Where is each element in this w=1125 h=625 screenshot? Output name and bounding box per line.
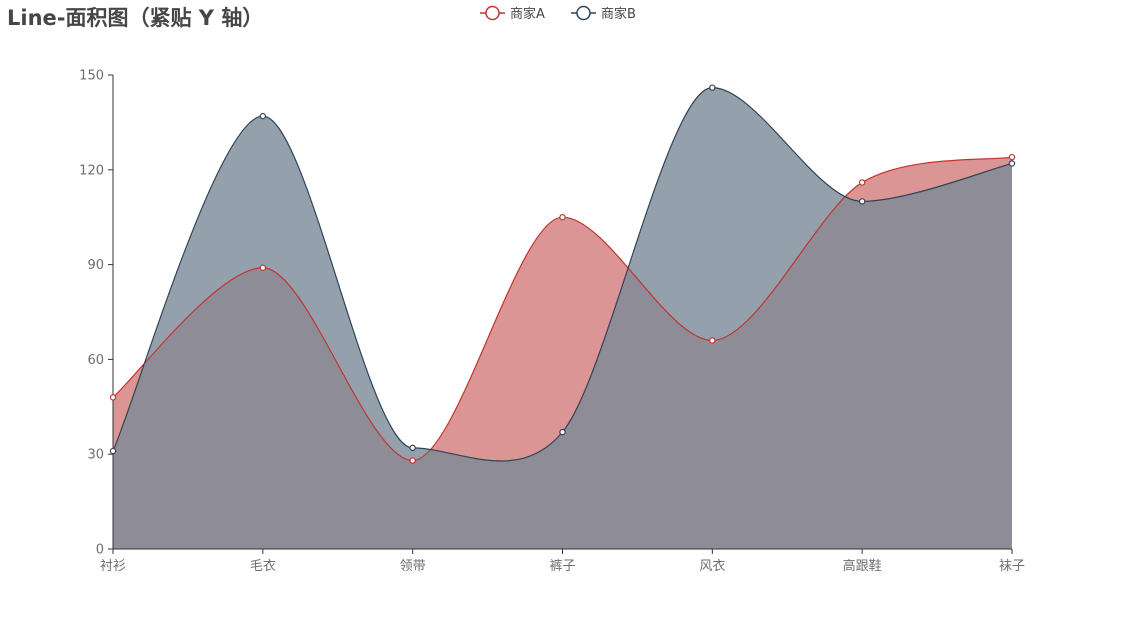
point-layer — [109, 84, 1016, 464]
legend-item-series-a[interactable]: 商家A — [480, 5, 545, 22]
legend-marker-icon — [576, 5, 591, 21]
x-tick-label: 衬衫 — [100, 559, 126, 574]
x-tick-label: 高跟鞋 — [843, 558, 882, 574]
legend-marker-icon — [485, 5, 500, 21]
legend[interactable]: 商家A 商家B — [480, 5, 636, 22]
area-layer — [113, 87, 1012, 549]
x-tick-label: 毛衣 — [250, 558, 276, 574]
legend-item-series-b[interactable]: 商家B — [571, 5, 636, 22]
data-point[interactable] — [559, 213, 566, 221]
data-point[interactable] — [259, 264, 267, 271]
data-point[interactable] — [259, 112, 267, 120]
line-series-b — [112, 87, 1013, 462]
data-point[interactable] — [709, 337, 716, 344]
y-tick-label: 30 — [87, 448, 104, 463]
y-tick-label: 150 — [79, 69, 104, 84]
axes: 0 30 60 90 120 150 衬衫 毛衣 领带 裤子 风衣 高跟鞋 袜子 — [79, 69, 1025, 575]
y-tick-label: 0 — [96, 543, 104, 558]
data-point[interactable] — [409, 457, 416, 464]
data-point[interactable] — [709, 84, 716, 91]
y-tick-label: 90 — [87, 258, 104, 273]
data-point[interactable] — [559, 428, 566, 436]
data-point[interactable] — [1008, 160, 1016, 167]
x-tick-label: 袜子 — [999, 559, 1025, 574]
y-tick-label: 60 — [87, 353, 104, 368]
x-tick-label: 风衣 — [699, 558, 725, 574]
data-point[interactable] — [409, 444, 416, 452]
x-tick-label: 裤子 — [549, 559, 575, 574]
data-point[interactable] — [1008, 153, 1016, 161]
y-tick-label: 120 — [79, 163, 104, 178]
area-series-b — [113, 87, 1012, 549]
legend-label: 商家B — [601, 6, 636, 22]
data-point[interactable] — [858, 198, 866, 205]
legend-label: 商家A — [510, 6, 545, 22]
data-point[interactable] — [109, 394, 117, 401]
data-point[interactable] — [858, 179, 866, 186]
x-tick-label: 领带 — [400, 559, 426, 574]
chart-title: Line-面积图（紧贴 Y 轴） — [7, 6, 264, 30]
data-point[interactable] — [109, 447, 117, 455]
